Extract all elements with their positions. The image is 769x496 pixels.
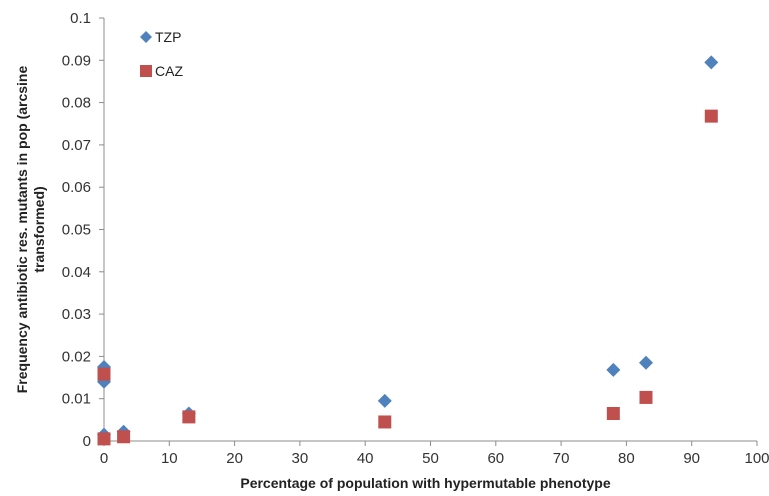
data-point-caz: [606, 407, 620, 421]
y-ticks-layer: 0 0.01 0.02 0.03 0.04 0.05 0.06 0.07 0.08 0.09 0.1: [62, 10, 104, 450]
data-point-caz: [97, 432, 111, 446]
data-point-tzp: [606, 362, 621, 377]
y-tick-label: 0.09: [62, 52, 91, 69]
x-tick-label: 10: [161, 450, 178, 467]
y-tick-label: 0: [83, 433, 91, 450]
x-tick-label: 30: [292, 450, 309, 467]
x-tick-label: 20: [226, 450, 243, 467]
data-point-caz: [639, 390, 653, 404]
series-tzp: [97, 55, 719, 442]
data-point-caz: [182, 410, 196, 424]
y-tick-label: 0.01: [62, 391, 91, 408]
y-tick-label: 0.07: [62, 137, 91, 154]
y-axis-title-line-1: Frequency antibiotic res. mutants in pop…: [14, 66, 30, 394]
x-ticks-layer: 0 10 20 30 40 50 60 70 80 90 100: [100, 441, 769, 467]
x-tick-label: 100: [744, 450, 769, 467]
x-tick-label: 70: [553, 450, 570, 467]
x-axis-title: Percentage of population with hypermutab…: [240, 475, 610, 491]
legend-label-caz: CAZ: [155, 63, 183, 79]
data-point-tzp: [638, 355, 653, 370]
y-tick-label: 0.1: [70, 10, 91, 27]
y-axis-title: Frequency antibiotic res. mutants in pop…: [14, 66, 47, 394]
x-tick-label: 50: [422, 450, 439, 467]
data-point-tzp: [377, 393, 392, 408]
y-tick-label: 0.05: [62, 222, 91, 239]
legend-label-tzp: TZP: [155, 29, 181, 45]
legend-marker-caz: [140, 65, 152, 77]
legend-item-tzp: TZP: [140, 29, 181, 45]
y-tick-label: 0.08: [62, 95, 91, 112]
x-tick-label: 0: [100, 450, 108, 467]
points-layer: [97, 55, 719, 446]
legend-item-caz: CAZ: [140, 63, 183, 79]
legend-marker-tzp: [140, 31, 152, 43]
y-tick-label: 0.04: [62, 264, 91, 281]
y-axis-title-line-2: transformed): [31, 186, 47, 272]
data-point-caz: [117, 430, 131, 444]
data-point-caz: [378, 415, 392, 429]
axes-layer: [103, 18, 757, 442]
y-tick-label: 0.06: [62, 179, 91, 196]
y-tick-label: 0.03: [62, 306, 91, 323]
legend: TZP CAZ: [140, 29, 183, 79]
data-point-tzp: [704, 55, 719, 70]
data-point-caz: [97, 367, 111, 381]
x-tick-label: 40: [357, 450, 374, 467]
y-tick-label: 0.02: [62, 348, 91, 365]
x-tick-label: 90: [683, 450, 700, 467]
series-caz: [97, 109, 718, 446]
x-tick-label: 80: [618, 450, 635, 467]
x-tick-label: 60: [487, 450, 504, 467]
data-point-caz: [704, 109, 718, 123]
